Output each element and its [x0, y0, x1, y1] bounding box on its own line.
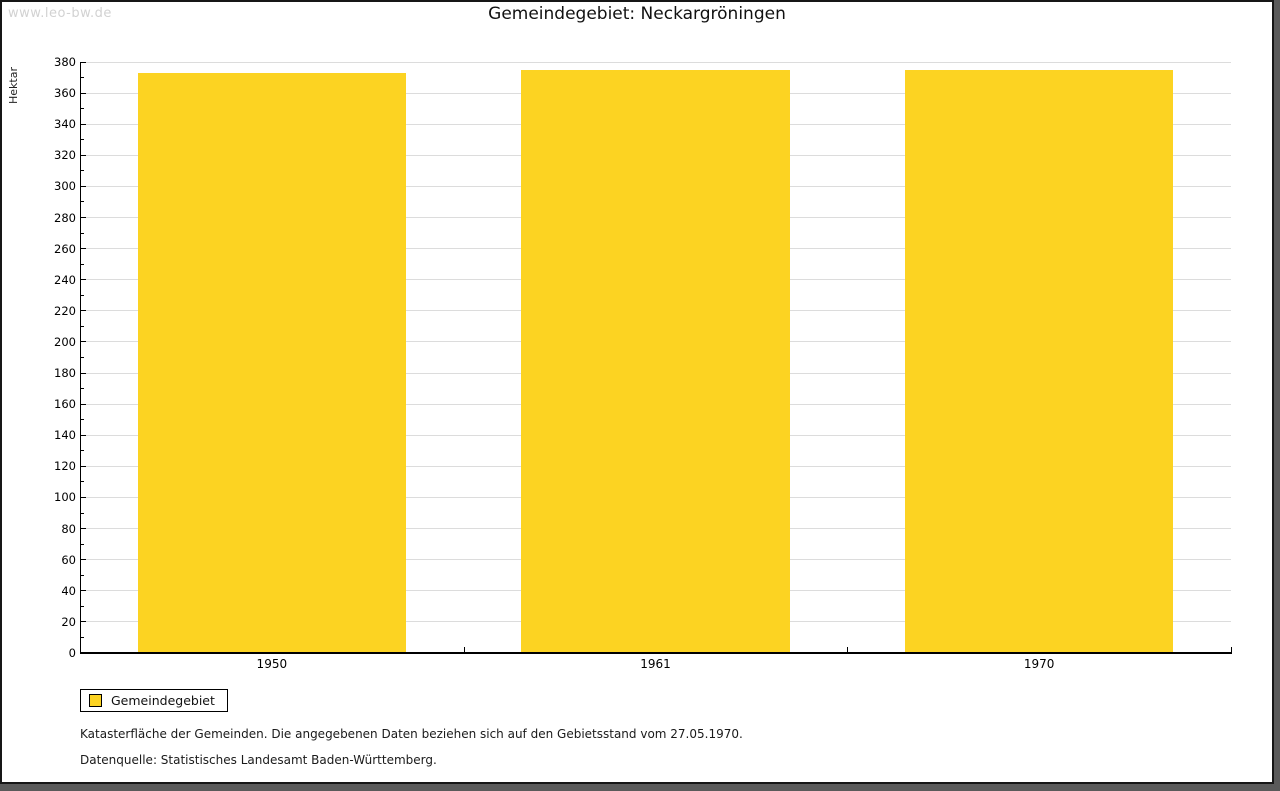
y-axis-tick-label: 280	[54, 210, 76, 225]
y-axis-tick-label: 360	[54, 86, 76, 101]
bar-1961	[521, 69, 790, 653]
y-axis-tick-label: 180	[54, 366, 76, 381]
y-axis-minor-tick	[80, 170, 84, 172]
y-axis-minor-tick	[80, 605, 84, 607]
y-axis-major-tick	[80, 341, 86, 343]
page-title: Gemeindegebiet: Neckargröningen	[488, 4, 786, 24]
y-axis-minor-tick	[80, 357, 84, 358]
y-axis-minor-tick	[80, 77, 84, 79]
y-axis-tick-label: 300	[54, 179, 76, 194]
y-axis-major-tick	[80, 621, 86, 623]
y-axis-minor-tick	[80, 450, 84, 452]
y-axis-major-tick	[80, 185, 86, 187]
y-axis-tick-label: 380	[54, 55, 76, 69]
y-axis-tick-label: 140	[54, 428, 76, 443]
legend-label: Gemeindegebiet	[111, 693, 215, 708]
watermark: www.leo-bw.de	[8, 6, 112, 21]
y-axis-minor-tick	[80, 481, 84, 483]
x-axis-boundary-tick	[80, 647, 81, 652]
y-axis-tick-label: 240	[54, 272, 76, 287]
y-axis-minor-tick	[80, 325, 84, 327]
legend-swatch-icon	[89, 694, 102, 707]
y-axis-major-tick	[80, 248, 86, 250]
gridline	[81, 61, 1231, 63]
y-axis-tick-label: 40	[61, 583, 76, 598]
footnote-source: Datenquelle: Statistisches Landesamt Bad…	[80, 753, 437, 767]
y-axis-tick-label: 340	[54, 117, 76, 132]
y-axis-tick-label: 200	[54, 334, 76, 349]
x-axis-boundary-tick	[847, 647, 849, 652]
y-axis-minor-tick	[80, 232, 84, 234]
plot-area: 0 20 40 60 80 100 120 140 160 180 200 220 240 260 280 3…	[2, 2, 1272, 782]
y-axis-major-tick	[80, 372, 86, 374]
y-axis-major-tick	[80, 310, 86, 312]
bar-1950	[137, 72, 407, 653]
y-axis-tick-label: 220	[54, 303, 76, 318]
y-axis-minor-tick	[80, 543, 84, 545]
y-axis-major-tick	[80, 154, 86, 156]
x-axis-label-1970: 1970	[1023, 657, 1055, 671]
y-axis-major-tick	[80, 528, 86, 530]
y-axis-tick-label: 60	[61, 552, 76, 567]
y-axis-minor-tick	[80, 201, 84, 203]
y-axis-major-tick	[80, 92, 86, 94]
y-axis-major-tick	[80, 590, 86, 592]
y-axis-major-tick	[80, 559, 86, 561]
y-axis-tick-label: 100	[54, 490, 76, 505]
bar-1970	[904, 69, 1174, 653]
y-axis-minor-tick	[80, 294, 84, 296]
y-axis-tick-label: 20	[61, 614, 76, 629]
y-axis-minor-tick	[80, 512, 84, 514]
y-axis-line	[80, 62, 81, 653]
y-axis-major-tick	[80, 217, 86, 219]
x-axis-boundary-tick	[1231, 647, 1232, 652]
y-axis-tick-label: 260	[54, 241, 76, 256]
y-axis-tick-label: 120	[54, 459, 76, 474]
x-axis-label-1950: 1950	[256, 657, 288, 671]
y-axis-major-tick	[80, 61, 86, 63]
y-axis-minor-tick	[80, 574, 84, 576]
y-axis-minor-tick	[80, 139, 84, 141]
y-axis-major-tick	[80, 403, 86, 405]
x-axis-label-1961: 1961	[640, 657, 671, 671]
x-axis-boundary-tick	[463, 647, 465, 652]
y-axis-major-tick	[80, 434, 86, 436]
y-axis-major-tick	[80, 123, 86, 125]
y-axis-tick-label: 80	[61, 521, 76, 536]
y-axis-minor-tick	[80, 388, 84, 390]
legend: Gemeindegebiet	[80, 689, 228, 712]
y-axis-major-tick	[80, 279, 86, 281]
footnote-data-note: Katasterfläche der Gemeinden. Die angege…	[80, 727, 743, 741]
y-axis-minor-tick	[80, 108, 84, 110]
y-axis-tick-label: 160	[54, 397, 76, 412]
y-axis-tick-label: 0	[68, 646, 76, 660]
y-axis-major-tick	[80, 496, 86, 498]
y-axis-tick-label: 320	[54, 148, 76, 163]
y-axis-major-tick	[80, 465, 86, 467]
y-axis-minor-tick	[80, 263, 84, 265]
y-axis-minor-tick	[80, 419, 84, 421]
x-axis-line	[80, 652, 1232, 654]
y-axis-minor-tick	[80, 636, 84, 638]
